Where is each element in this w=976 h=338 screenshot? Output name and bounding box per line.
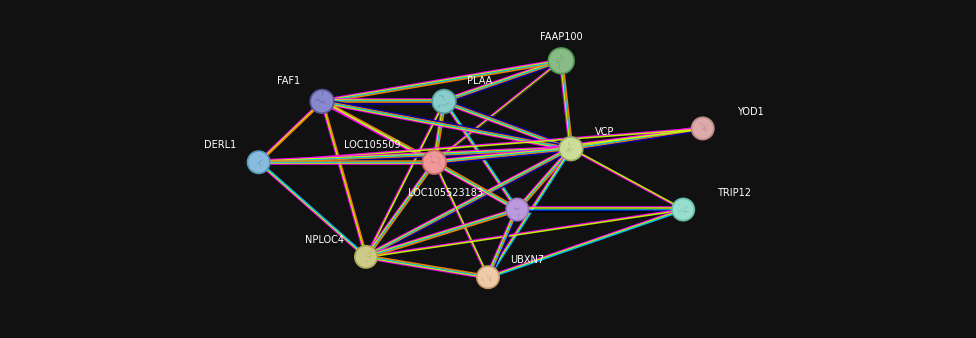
Circle shape	[672, 198, 694, 221]
Text: LOC105509: LOC105509	[344, 140, 400, 150]
Text: DERL1: DERL1	[204, 140, 236, 150]
Circle shape	[692, 117, 713, 140]
Text: UBXN7: UBXN7	[510, 255, 545, 265]
Circle shape	[549, 48, 574, 74]
Text: FAF1: FAF1	[276, 76, 300, 86]
Text: VCP: VCP	[595, 127, 615, 137]
Text: YOD1: YOD1	[737, 106, 763, 117]
Text: LOC105523183: LOC105523183	[408, 188, 483, 198]
Circle shape	[477, 266, 499, 288]
Text: PLAA: PLAA	[467, 76, 492, 86]
Text: TRIP12: TRIP12	[717, 188, 752, 198]
Circle shape	[559, 137, 583, 161]
Text: FAAP100: FAAP100	[540, 32, 583, 42]
Circle shape	[432, 90, 456, 113]
Circle shape	[423, 150, 446, 174]
Circle shape	[355, 246, 377, 268]
Text: NPLOC4: NPLOC4	[305, 235, 344, 245]
Circle shape	[248, 151, 269, 173]
Circle shape	[310, 90, 334, 113]
Circle shape	[507, 198, 528, 221]
